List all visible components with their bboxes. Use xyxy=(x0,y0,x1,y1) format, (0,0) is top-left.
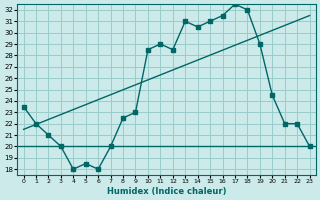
X-axis label: Humidex (Indice chaleur): Humidex (Indice chaleur) xyxy=(107,187,226,196)
